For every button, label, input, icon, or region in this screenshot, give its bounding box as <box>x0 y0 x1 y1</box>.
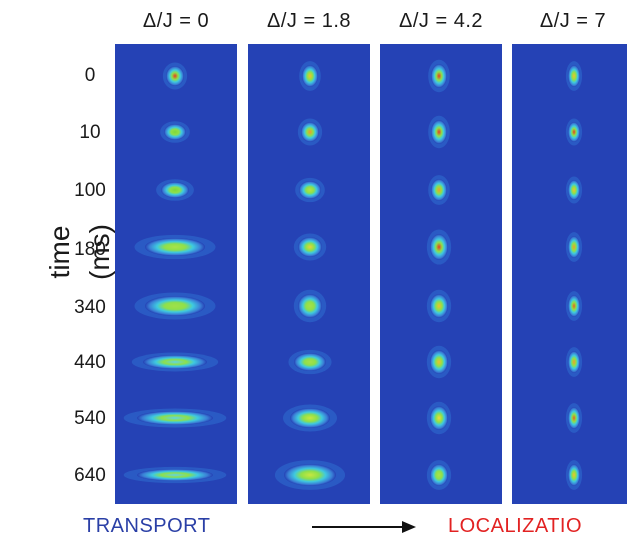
panel-svg <box>123 62 227 484</box>
atom-cloud <box>568 122 580 142</box>
atom-cloud <box>430 294 448 318</box>
atom-cloud <box>164 124 186 140</box>
image-panel-delta-1-8 <box>248 44 370 504</box>
column-header-delta-1-8: Δ/J = 1.8 <box>266 10 351 32</box>
atom-cloud <box>166 66 184 86</box>
atom-cloud <box>301 122 319 142</box>
right-arrow-icon <box>312 521 416 533</box>
atom-cloud <box>430 464 448 486</box>
atom-cloud <box>145 238 205 256</box>
column-header-delta-7: Δ/J = 7 <box>539 10 607 32</box>
atom-cloud <box>298 294 322 318</box>
atom-cloud <box>568 236 580 258</box>
atom-cloud <box>431 120 447 144</box>
transport-label: TRANSPORT <box>83 515 211 537</box>
atom-cloud <box>161 182 189 198</box>
atom-cloud <box>284 464 336 486</box>
panel-svg <box>274 61 346 490</box>
atom-cloud <box>302 65 318 87</box>
atom-cloud <box>430 406 448 430</box>
atom-cloud <box>431 64 447 88</box>
image-panel-delta-4-2 <box>380 44 502 504</box>
atom-cloud <box>568 65 580 87</box>
atom-cloud <box>568 295 580 317</box>
time-label-340: 340 <box>74 297 106 318</box>
image-panel-delta-0 <box>115 44 237 504</box>
image-panel-delta-7 <box>512 44 627 504</box>
panel-svg <box>565 61 583 490</box>
atom-cloud <box>298 237 322 257</box>
time-label-640: 640 <box>74 465 106 486</box>
panel-svg <box>426 59 452 490</box>
time-label-440: 440 <box>74 352 106 373</box>
atom-cloud <box>430 234 448 260</box>
atom-cloud <box>294 353 326 371</box>
time-label-180: 180 <box>74 239 106 260</box>
atom-cloud <box>143 355 207 369</box>
column-header-delta-0: Δ/J = 0 <box>142 10 210 32</box>
atom-cloud <box>137 469 213 481</box>
atom-cloud <box>568 351 580 373</box>
time-label-540: 540 <box>74 408 106 429</box>
time-label-10: 10 <box>79 122 101 143</box>
atom-cloud <box>299 181 321 199</box>
atom-cloud <box>430 350 448 374</box>
atom-cloud <box>568 464 580 486</box>
atom-cloud <box>137 411 213 425</box>
localization-label: LOCALIZATIO <box>448 515 583 537</box>
time-label-0: 0 <box>84 65 96 86</box>
time-label-100: 100 <box>74 180 106 201</box>
atom-cloud <box>568 180 580 200</box>
atom-cloud <box>431 179 447 201</box>
atom-cloud <box>568 407 580 429</box>
column-header-delta-4-2: Δ/J = 4.2 <box>398 10 483 32</box>
atom-cloud <box>290 408 330 428</box>
atom-cloud <box>145 296 205 316</box>
